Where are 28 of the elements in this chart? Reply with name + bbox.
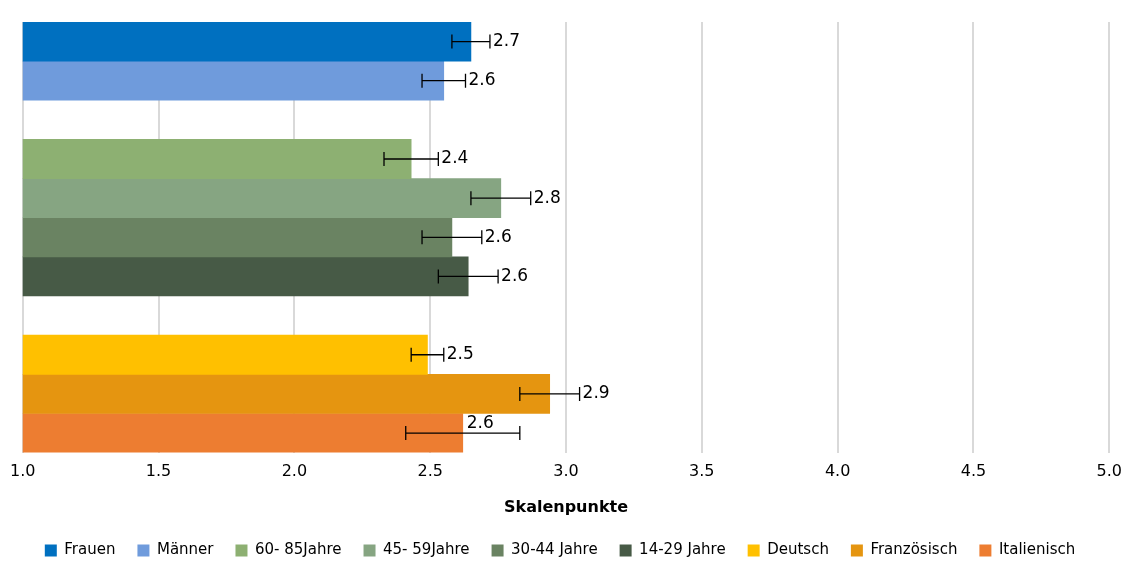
x-tick-label: 2.0 <box>281 461 308 481</box>
x-tick-label: 2.5 <box>417 461 443 481</box>
data-label: 2.6 <box>501 264 529 285</box>
x-tick-label: 4.5 <box>960 461 987 481</box>
data-label: 2.5 <box>446 343 474 364</box>
x-tick-label: 5.0 <box>1096 461 1122 481</box>
legend-label: Frauen <box>64 540 116 559</box>
legend-label: Italienisch <box>998 540 1076 559</box>
data-label: 2.6 <box>466 411 494 432</box>
data-label: 2.8 <box>533 186 561 207</box>
data-label: 2.7 <box>492 29 520 50</box>
legend-label: Deutsch <box>767 540 829 559</box>
x-tick-label: 1.5 <box>145 461 172 481</box>
legend-label: Männer <box>156 540 215 559</box>
legend-label: 30-44 Jahre <box>511 540 598 559</box>
x-tick-label: 3.5 <box>689 461 715 481</box>
data-label: 2.4 <box>441 147 469 168</box>
data-label: 2.6 <box>468 69 496 90</box>
data-label: 2.9 <box>582 382 610 403</box>
legend-label: 14-29 Jahre <box>639 540 726 559</box>
x-tick-label: 1.0 <box>10 461 36 481</box>
x-tick-label: 3.0 <box>553 461 579 481</box>
legend-label: 45- 59Jahre <box>383 540 470 559</box>
x-tick-label: 4.0 <box>824 461 851 481</box>
data-label: 2.6 <box>484 225 512 246</box>
legend-label: 60- 85Jahre <box>254 540 342 559</box>
legend-label: Französisch <box>870 540 958 559</box>
x-axis-title: Skalenpunkte <box>503 496 629 516</box>
